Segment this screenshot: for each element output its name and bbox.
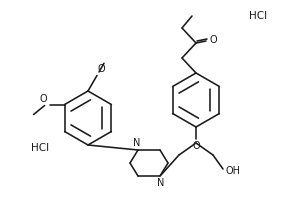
Text: OH: OH <box>226 166 241 176</box>
Text: HCl: HCl <box>31 143 49 153</box>
Text: N: N <box>157 178 165 188</box>
Text: HCl: HCl <box>249 11 267 21</box>
Text: O: O <box>192 141 200 151</box>
Text: O: O <box>98 64 106 74</box>
Text: N: N <box>133 138 141 148</box>
Text: O: O <box>40 93 48 103</box>
Text: O: O <box>210 35 218 45</box>
